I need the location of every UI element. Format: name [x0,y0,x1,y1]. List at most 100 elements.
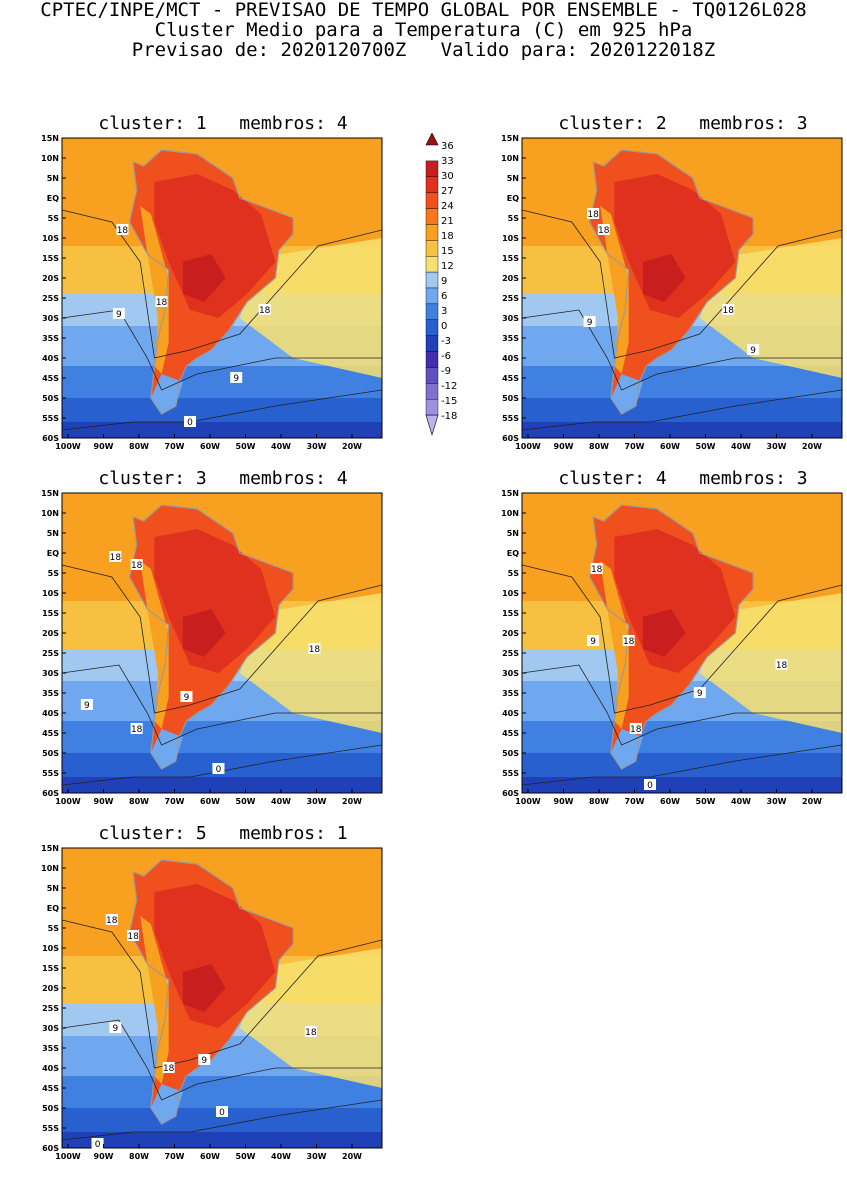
lat-label: 15S [42,964,59,973]
contour-label-bg [130,559,143,570]
contour-label-bg [583,316,596,327]
lat-label: 60S [502,434,519,443]
contour-line-9 [61,664,382,746]
lat-label: 10N [501,509,519,518]
andes-cool-region [600,206,629,374]
contour-label-bg [747,344,760,355]
lat-label: 35S [42,1044,59,1053]
contour-label: 18 [156,298,168,308]
temperature-map: 18 18 18 18 9 9 0 0 15N 10N 5N EQ 5S 10S 15S 20S 25S 30S 3… [41,845,383,1161]
lat-label: 30S [502,314,519,323]
colorbar-swatch [425,160,439,177]
lat-label: 15N [41,490,59,498]
lon-label: 50W [696,797,716,806]
contour-label: 18 [776,661,788,671]
colorbar-level-label: 12 [441,261,454,272]
lat-label: 40S [502,709,519,718]
temperature-band [62,721,382,753]
contour-label: 18 [110,553,122,563]
contour-label: 0 [647,781,653,791]
temperature-band [62,1076,382,1108]
map-frame [61,847,383,1149]
colorbar-swatch [425,351,439,368]
lat-label: 5S [508,214,520,223]
lat-label: 35S [502,689,519,698]
lon-label: 70W [625,797,645,806]
contour-line-9 [521,309,842,391]
contour-label-bg [116,224,129,235]
temperature-band [522,753,842,777]
lat-label: 50S [502,394,519,403]
lat-label: 20S [42,274,59,283]
contour-label-bg [629,723,642,734]
contour-label-bg [587,635,600,646]
andes-cool-region [600,561,629,729]
contour-label: 18 [131,725,143,735]
lat-label: 5N [507,174,519,183]
temperature-map: 18 18 18 18 9 9 0 15N 10N 5N EQ 5S 10S 15S 20S 25S 30S 35… [501,490,843,806]
lat-label: 10S [42,589,59,598]
contour-line-18 [61,209,383,359]
colorbar-swatch [425,240,439,257]
lat-label: 40S [502,354,519,363]
contour-label: 18 [722,306,734,316]
colorbar-swatch [425,319,439,336]
contour-label: 0 [187,418,193,428]
lat-label: 5N [507,529,519,538]
contour-label-bg [155,296,168,307]
contour-line-18 [61,564,383,714]
colorbar-level-label: 18 [441,231,454,242]
colorbar-swatch [425,335,439,352]
lat-label: EQ [507,549,519,558]
colorbar-swatch [425,224,439,241]
continent-hottest-core [642,254,686,302]
temperature-map: 18 18 18 9 9 0 15N 10N 5N EQ 5S 10S 15S 20S 25S 30S 35S 4… [41,135,383,451]
panel-title: cluster: 2 membros: 3 [558,113,808,134]
temperature-band [62,422,382,438]
lat-label: 10N [41,864,59,873]
contour-label-bg [127,930,140,941]
contour-line-18 [521,209,843,359]
lat-label: 15N [41,845,59,853]
colorbar-level-label: 0 [441,321,447,332]
lat-label: EQ [507,194,519,203]
header-line-3: Previsao de: 2020120700Z Valido para: 20… [131,39,716,61]
lat-label: 55S [42,769,59,778]
contour-label-bg [622,635,635,646]
contour-label-bg [109,1022,122,1033]
contour-label-bg [130,723,143,734]
lat-label: 15N [501,135,519,143]
lat-label: 25S [42,649,59,658]
contour-label: 9 [116,310,122,320]
contour-label-bg [587,208,600,219]
lat-label: 5S [508,569,520,578]
lat-label: 55S [42,1124,59,1133]
lat-label: 15S [42,254,59,263]
lon-label: 40W [731,442,751,451]
contour-line-0 [61,1099,383,1141]
lon-label: 60W [660,797,680,806]
colorbar-level-label: -3 [441,336,451,347]
lon-label: 70W [625,442,645,451]
contour-label: 9 [587,318,593,328]
panel-title: cluster: 5 membros: 1 [98,823,348,844]
lon-label: 80W [129,442,149,451]
coastline [128,149,294,415]
lat-label: 15N [41,135,59,143]
colorbar-level-label: 6 [441,291,447,302]
lat-label: 50S [42,749,59,758]
colorbar-level-label: -15 [441,396,457,407]
colorbar-swatch [425,383,439,400]
lat-label: 40S [42,1064,59,1073]
lat-label: 15N [501,490,519,498]
lon-label: 70W [165,797,185,806]
contour-label: 18 [131,561,143,571]
lat-label: 20S [502,629,519,638]
lat-label: 25S [42,1004,59,1013]
contour-line-0 [521,389,843,431]
contour-label-bg [212,763,225,774]
lon-label: 30W [307,442,327,451]
lat-label: EQ [47,549,59,558]
lon-label: 30W [307,797,327,806]
coastline [128,504,294,770]
